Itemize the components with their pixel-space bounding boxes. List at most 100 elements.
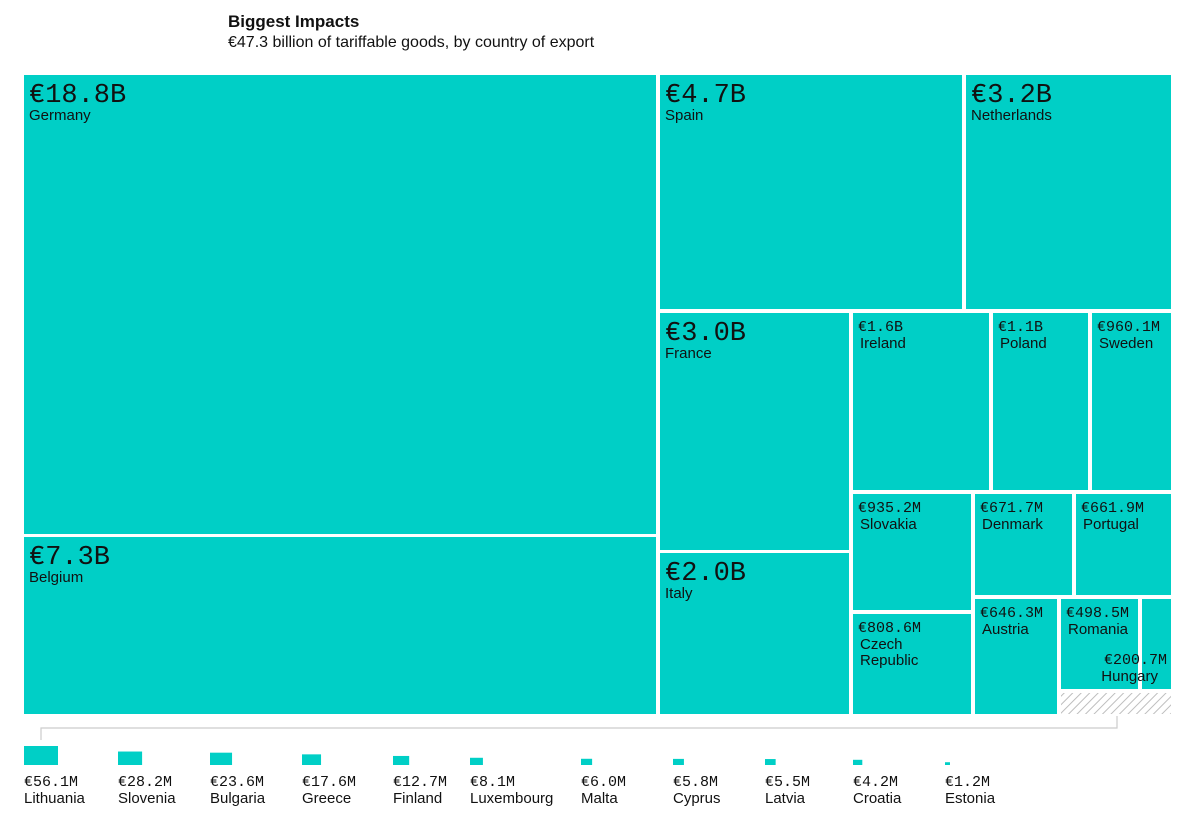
chart-subtitle: €47.3 billion of tariffable goods, by co… xyxy=(228,34,595,51)
tile-label: Poland xyxy=(1000,335,1047,352)
tile-value: €1.6B xyxy=(858,319,903,336)
small-item-square xyxy=(581,758,593,765)
small-item-square xyxy=(393,755,410,765)
small-item-value: €6.0M xyxy=(581,774,626,791)
small-item-square xyxy=(470,757,483,765)
small-item-value: €8.1M xyxy=(470,774,515,791)
tile-label: Belgium xyxy=(29,569,83,586)
tile-label: France xyxy=(665,345,712,362)
small-item-value: €5.8M xyxy=(673,774,718,791)
tile-value: €1.1B xyxy=(998,319,1043,336)
tile-value: €808.6M xyxy=(858,620,921,637)
small-item-square xyxy=(118,751,143,765)
tile-rect xyxy=(853,614,971,714)
tile-value: €3.2B xyxy=(971,81,1052,111)
tile-rect xyxy=(1061,599,1138,689)
tile-rect xyxy=(24,75,656,534)
tile-value: €661.9M xyxy=(1081,500,1144,517)
tile-value: €646.3M xyxy=(980,605,1043,622)
tile-value: €671.7M xyxy=(980,500,1043,517)
tile-rect xyxy=(660,75,962,309)
small-item-value: €17.6M xyxy=(302,774,356,791)
tile-value: €4.7B xyxy=(665,81,746,111)
small-item-value: €1.2M xyxy=(945,774,990,791)
small-item-label: Finland xyxy=(393,790,442,807)
tile-label: Italy xyxy=(665,585,693,602)
small-item-label: Bulgaria xyxy=(210,790,266,807)
small-item-value: €23.6M xyxy=(210,774,264,791)
tile-value: €200.7M xyxy=(1104,652,1167,669)
tile-rect xyxy=(660,553,849,714)
small-item-label: Croatia xyxy=(853,790,902,807)
tile-value: €960.1M xyxy=(1097,319,1160,336)
small-item-label: Cyprus xyxy=(673,790,721,807)
tile-value: €3.0B xyxy=(665,319,746,349)
tile-label: Austria xyxy=(982,621,1029,638)
small-item-label: Estonia xyxy=(945,790,996,807)
tile-value: €935.2M xyxy=(858,500,921,517)
tile-rect xyxy=(975,494,1072,595)
tile-label: Slovakia xyxy=(860,516,917,533)
small-item-value: €56.1M xyxy=(24,774,78,791)
tile-label: Spain xyxy=(665,107,703,124)
tile-label: Sweden xyxy=(1099,335,1153,352)
tile-label: Netherlands xyxy=(971,107,1052,124)
small-item-square xyxy=(673,758,684,765)
tile-label-line2: Republic xyxy=(860,652,919,669)
tile-value: €7.3B xyxy=(29,543,110,573)
tile-rect xyxy=(853,313,989,490)
small-item-value: €12.7M xyxy=(393,774,447,791)
tile-label: Portugal xyxy=(1083,516,1139,533)
small-item-square xyxy=(945,762,950,765)
small-item-label: Luxembourg xyxy=(470,790,553,807)
tile-value: €18.8B xyxy=(29,81,126,111)
tile-rect xyxy=(966,75,1171,309)
small-item-square xyxy=(210,752,233,765)
small-item-label: Slovenia xyxy=(118,790,176,807)
tile-value: €498.5M xyxy=(1066,605,1129,622)
tile-rect xyxy=(1076,494,1171,595)
tile-rect xyxy=(853,494,971,610)
tile-value: €2.0B xyxy=(665,559,746,589)
tile-label: Denmark xyxy=(982,516,1043,533)
small-item-value: €28.2M xyxy=(118,774,172,791)
tile-label: Ireland xyxy=(860,335,906,352)
small-item-square xyxy=(24,746,58,765)
tile-rect xyxy=(660,313,849,550)
small-item-label: Lithuania xyxy=(24,790,86,807)
tile-rect xyxy=(975,599,1057,714)
small-item-value: €4.2M xyxy=(853,774,898,791)
tile-rect xyxy=(1092,313,1171,490)
small-item-label: Malta xyxy=(581,790,618,807)
tile-rect xyxy=(993,313,1088,490)
tile-rect xyxy=(1142,599,1171,689)
remainder-hatch xyxy=(1061,693,1171,714)
